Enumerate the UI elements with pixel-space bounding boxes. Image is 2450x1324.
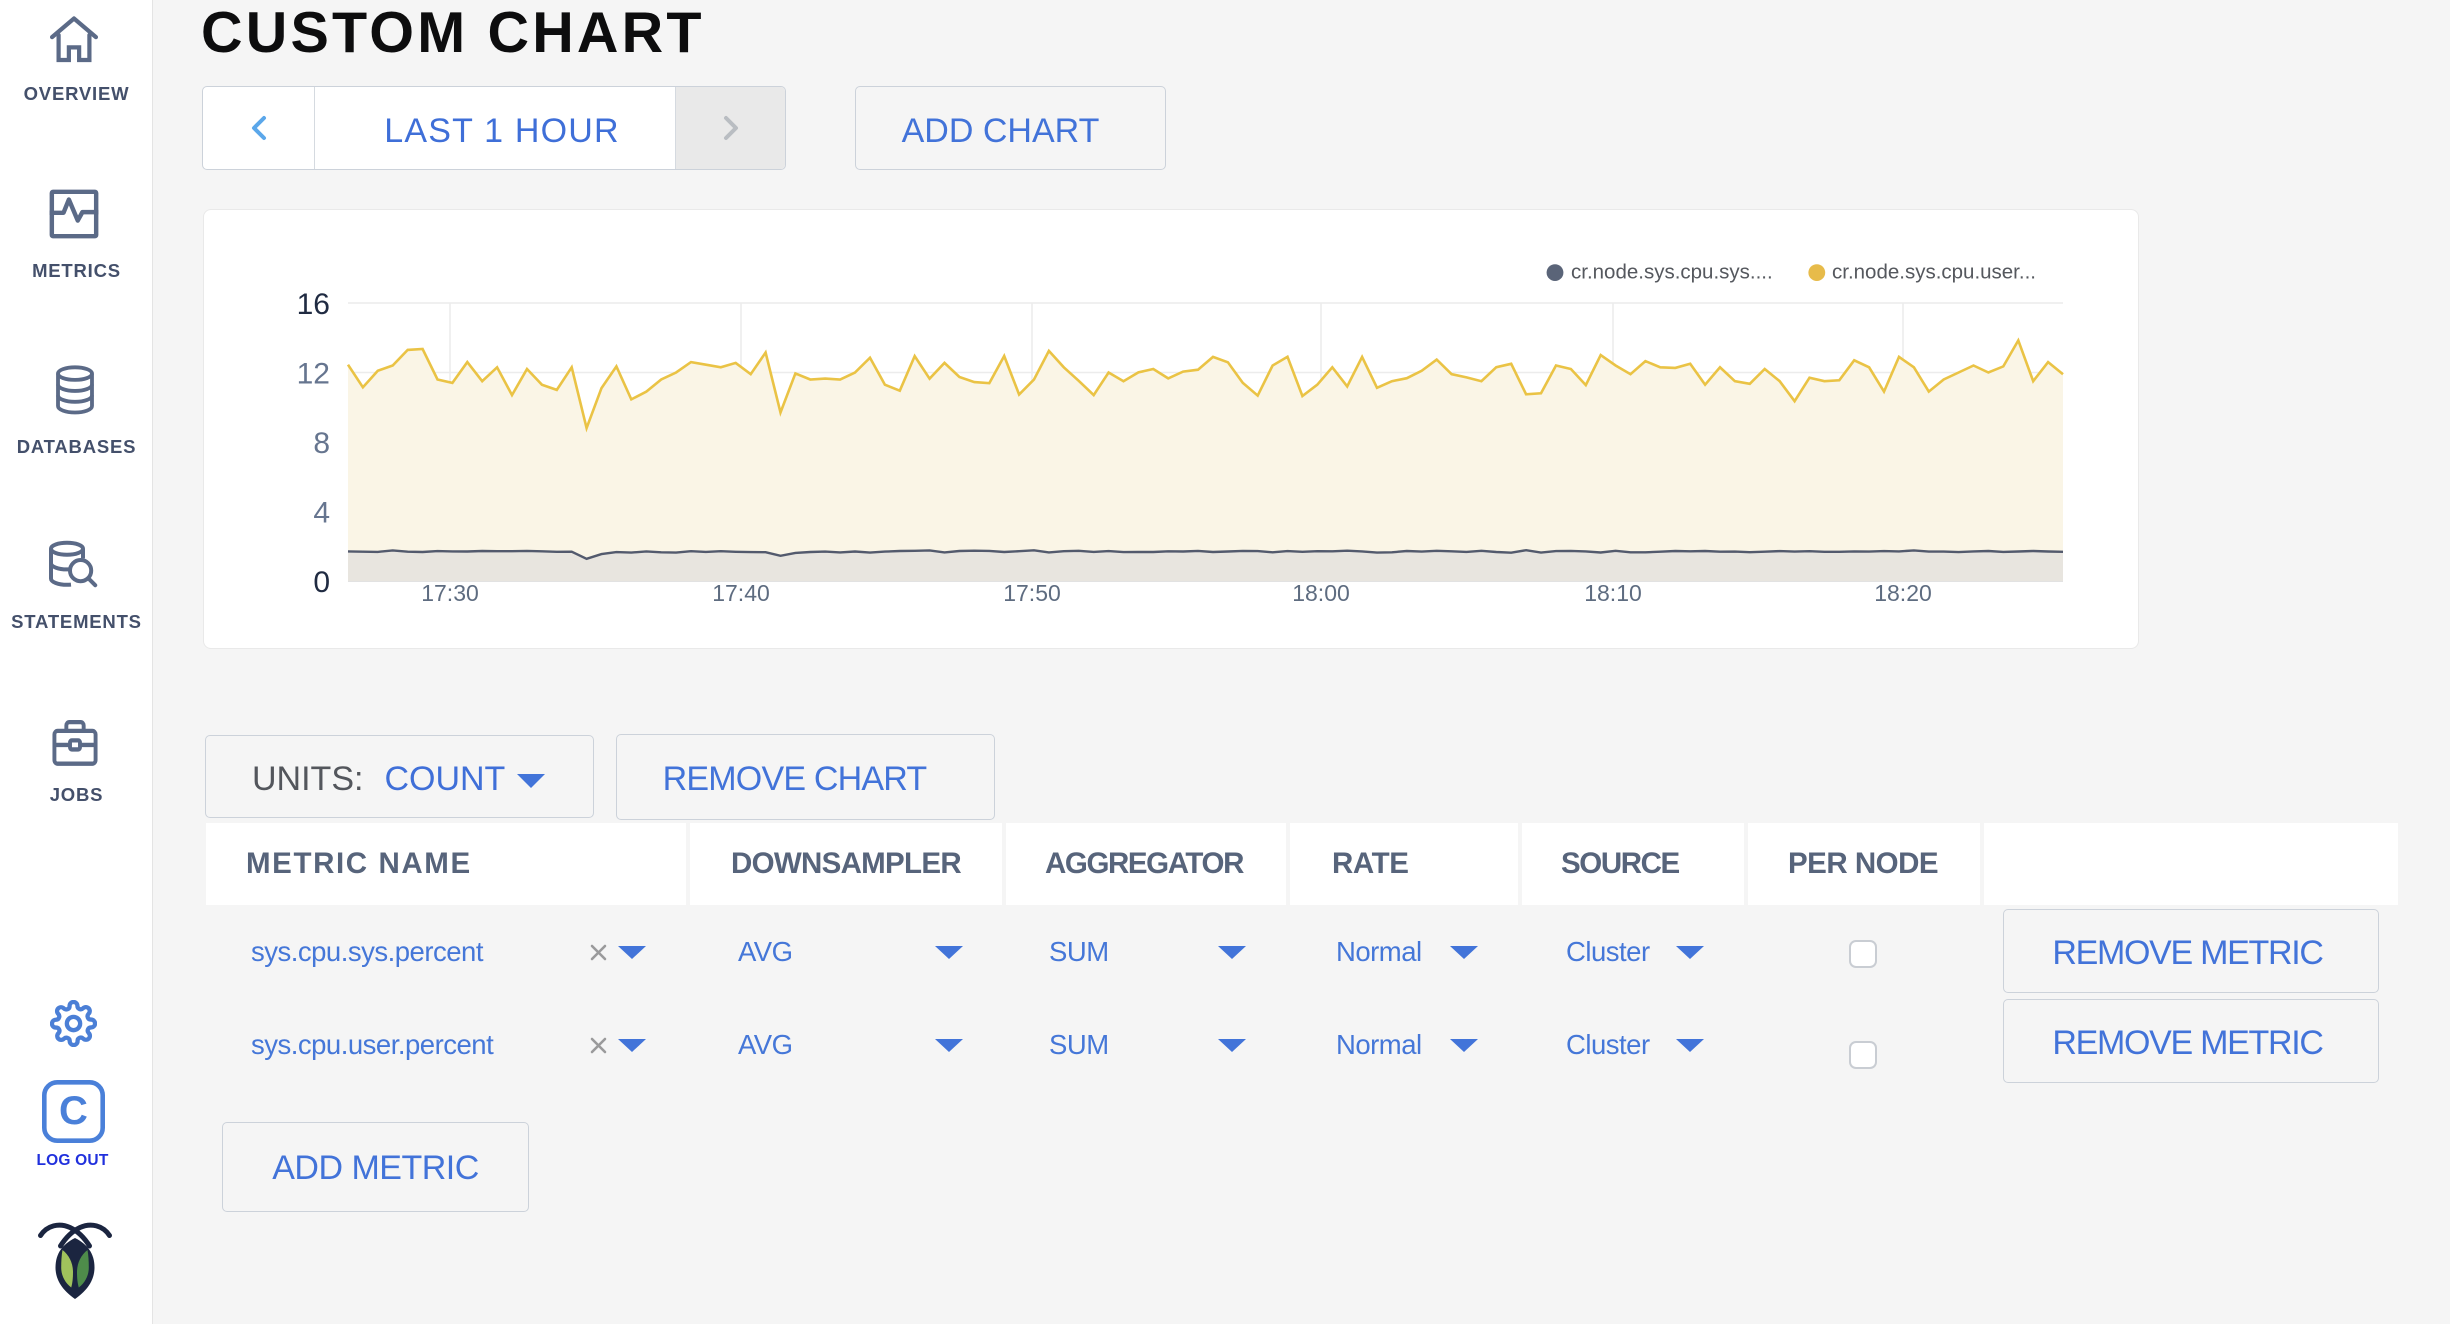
svg-text:18:00: 18:00 (1292, 580, 1350, 606)
svg-text:12: 12 (297, 358, 330, 391)
svg-text:16: 16 (297, 288, 330, 321)
svg-text:8: 8 (313, 427, 330, 460)
svg-text:cr.node.sys.cpu.user...: cr.node.sys.cpu.user... (1832, 261, 2036, 284)
svg-text:4: 4 (313, 497, 330, 530)
svg-text:17:50: 17:50 (1003, 580, 1061, 606)
svg-text:17:40: 17:40 (712, 580, 770, 606)
svg-text:C: C (59, 1089, 88, 1133)
svg-text:18:20: 18:20 (1874, 580, 1932, 606)
svg-text:18:10: 18:10 (1584, 580, 1642, 606)
svg-text:17:30: 17:30 (421, 580, 479, 606)
svg-text:cr.node.sys.cpu.sys....: cr.node.sys.cpu.sys.... (1571, 261, 1773, 284)
svg-text:0: 0 (313, 566, 330, 599)
